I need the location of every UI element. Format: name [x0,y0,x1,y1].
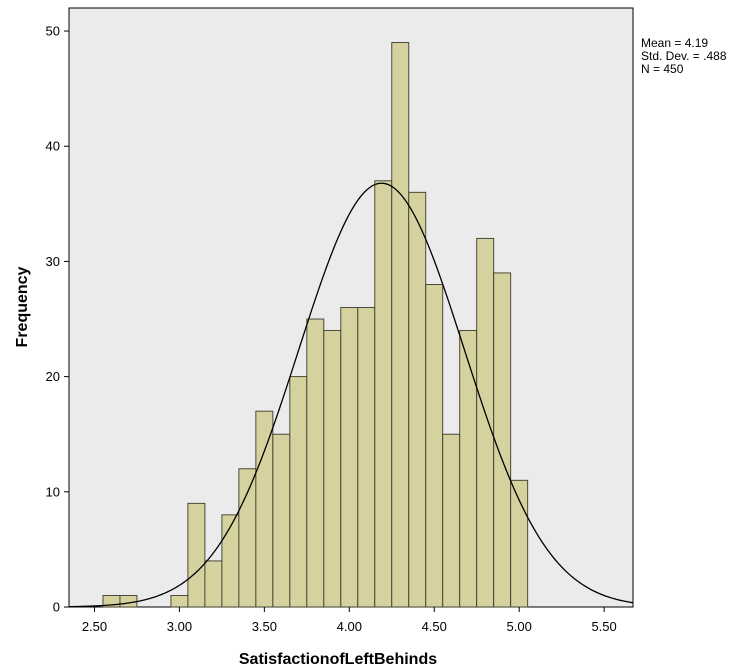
y-axis-ticks: 0 10 20 30 40 50 [46,24,69,615]
x-axis-label: SatisfactionofLeftBehinds [239,651,437,668]
histogram-bar [290,377,307,607]
histogram-bar [256,411,273,607]
histogram-bar [188,503,205,607]
histogram-bar [443,434,460,607]
x-tick-label: 4.00 [337,619,362,634]
histogram-bar [171,595,188,607]
histogram-bar [222,515,239,607]
y-tick-label: 30 [46,254,60,269]
histogram-bar [120,595,137,607]
histogram-bar [358,308,375,608]
histogram-bar [392,43,409,607]
y-tick-label: 40 [46,139,60,154]
histogram-bar [324,331,341,607]
y-axis-label: Frequency [14,266,31,347]
histogram-bar [205,561,222,607]
histogram-bar [477,238,494,607]
x-tick-label: 4.50 [422,619,447,634]
x-tick-label: 3.50 [252,619,277,634]
x-axis-ticks: 2.50 3.00 3.50 4.00 4.50 5.00 5.50 [82,607,617,634]
x-tick-label: 5.50 [591,619,616,634]
histogram-bar [273,434,290,607]
summary-stats: Mean = 4.19 Std. Dev. = .488 N = 450 [641,37,727,76]
histogram-bar [460,331,477,607]
histogram-bar [341,308,358,608]
y-tick-label: 10 [46,484,60,499]
histogram-bar [426,284,443,607]
x-tick-label: 2.50 [82,619,107,634]
stats-n: N = 450 [641,63,727,76]
x-tick-label: 5.00 [507,619,532,634]
y-tick-label: 20 [46,369,60,384]
x-tick-label: 3.00 [167,619,192,634]
histogram-bar [494,273,511,607]
histogram-bar [307,319,324,607]
histogram-bar [375,181,392,607]
histogram-bar [409,192,426,607]
histogram-bar [239,469,256,607]
y-tick-label: 0 [53,600,60,615]
y-tick-label: 50 [46,24,60,39]
